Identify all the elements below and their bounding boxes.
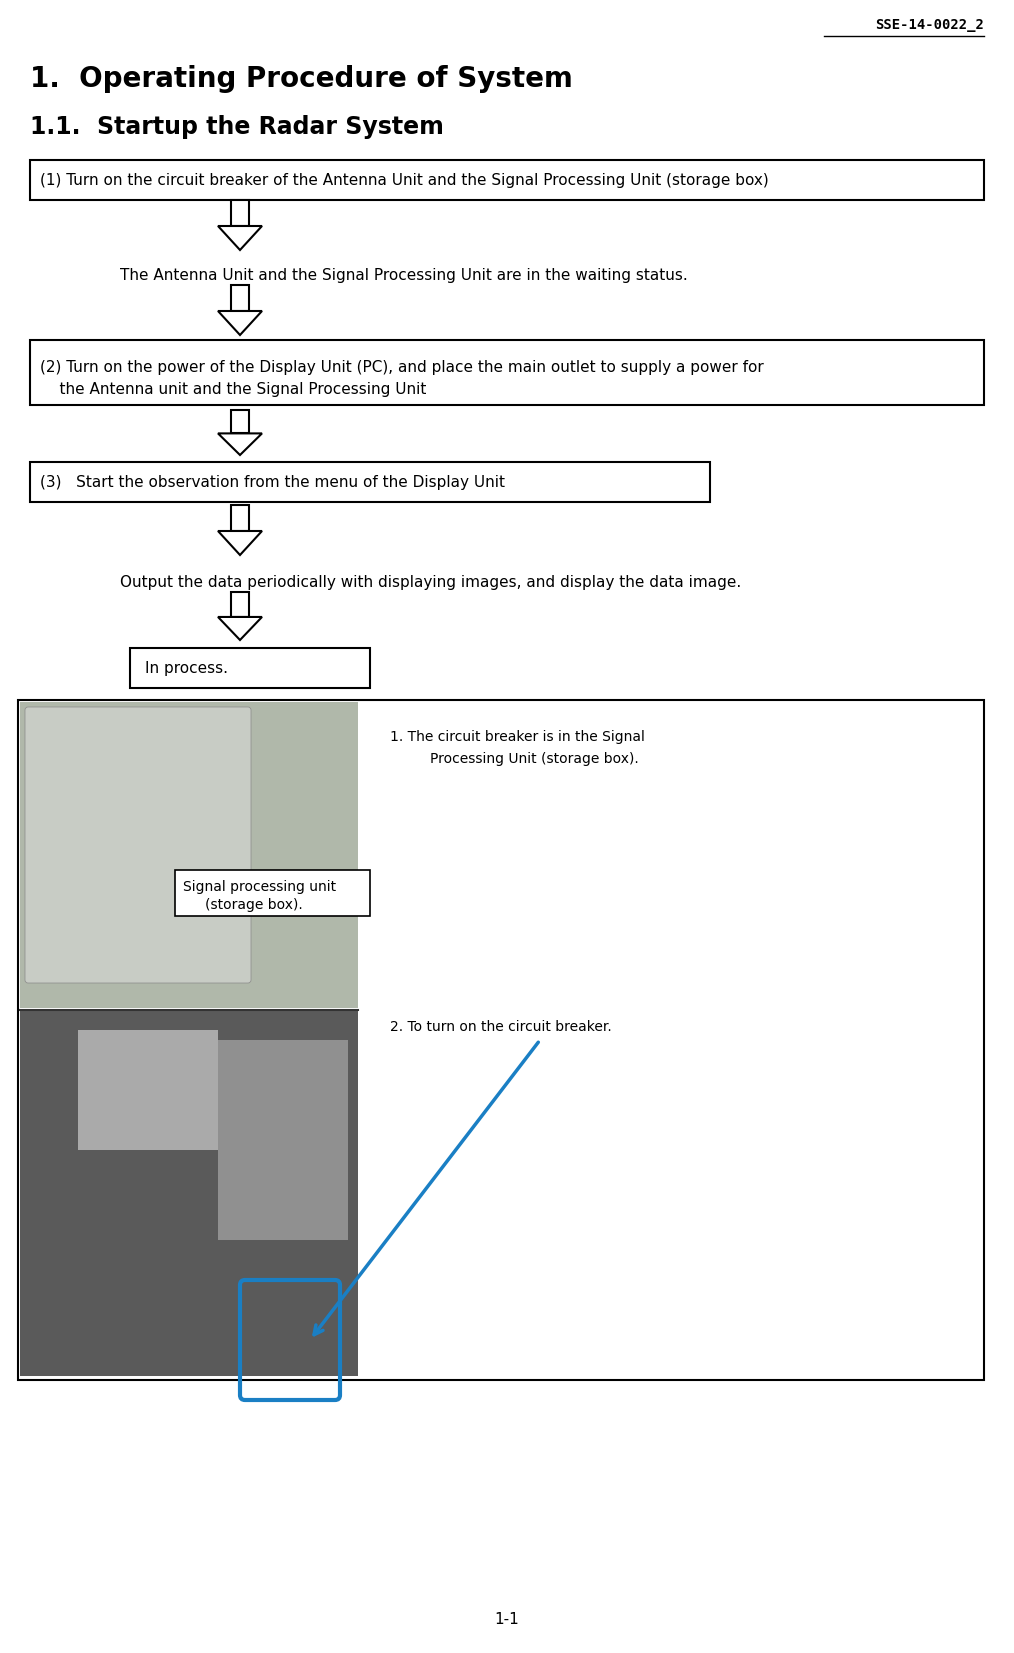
Text: (storage box).: (storage box). xyxy=(205,898,303,912)
Polygon shape xyxy=(218,531,262,555)
FancyBboxPatch shape xyxy=(175,869,370,916)
Text: 1.  Operating Procedure of System: 1. Operating Procedure of System xyxy=(30,64,573,93)
FancyBboxPatch shape xyxy=(130,648,370,688)
FancyBboxPatch shape xyxy=(30,160,984,200)
Polygon shape xyxy=(231,410,249,433)
Text: The Antenna Unit and the Signal Processing Unit are in the waiting status.: The Antenna Unit and the Signal Processi… xyxy=(120,268,687,283)
Text: 1. The circuit breaker is in the Signal: 1. The circuit breaker is in the Signal xyxy=(390,731,645,744)
Polygon shape xyxy=(231,506,249,531)
Polygon shape xyxy=(218,433,262,455)
Polygon shape xyxy=(231,592,249,617)
FancyBboxPatch shape xyxy=(218,1040,348,1240)
Polygon shape xyxy=(231,200,249,226)
Text: 2. To turn on the circuit breaker.: 2. To turn on the circuit breaker. xyxy=(390,1020,611,1035)
Text: (2) Turn on the power of the Display Unit (PC), and place the main outlet to sup: (2) Turn on the power of the Display Uni… xyxy=(40,360,764,375)
Text: 1-1: 1-1 xyxy=(495,1612,519,1628)
Text: 1.1.  Startup the Radar System: 1.1. Startup the Radar System xyxy=(30,116,444,139)
FancyBboxPatch shape xyxy=(30,461,710,503)
FancyBboxPatch shape xyxy=(30,341,984,405)
Polygon shape xyxy=(218,617,262,640)
FancyBboxPatch shape xyxy=(18,699,984,1380)
Polygon shape xyxy=(218,226,262,250)
Polygon shape xyxy=(218,311,262,336)
Text: Processing Unit (storage box).: Processing Unit (storage box). xyxy=(430,752,639,765)
Text: SSE-14-0022_2: SSE-14-0022_2 xyxy=(875,18,984,31)
FancyBboxPatch shape xyxy=(20,1010,358,1375)
FancyBboxPatch shape xyxy=(25,707,251,984)
Text: In process.: In process. xyxy=(145,661,228,676)
Text: (3)   Start the observation from the menu of the Display Unit: (3) Start the observation from the menu … xyxy=(40,474,505,489)
Text: Signal processing unit: Signal processing unit xyxy=(183,879,336,894)
Polygon shape xyxy=(231,284,249,311)
FancyBboxPatch shape xyxy=(20,703,358,1008)
Text: (1) Turn on the circuit breaker of the Antenna Unit and the Signal Processing Un: (1) Turn on the circuit breaker of the A… xyxy=(40,172,769,187)
Text: the Antenna unit and the Signal Processing Unit: the Antenna unit and the Signal Processi… xyxy=(40,382,426,397)
FancyBboxPatch shape xyxy=(78,1030,218,1150)
Text: Output the data periodically with displaying images, and display the data image.: Output the data periodically with displa… xyxy=(120,575,741,590)
